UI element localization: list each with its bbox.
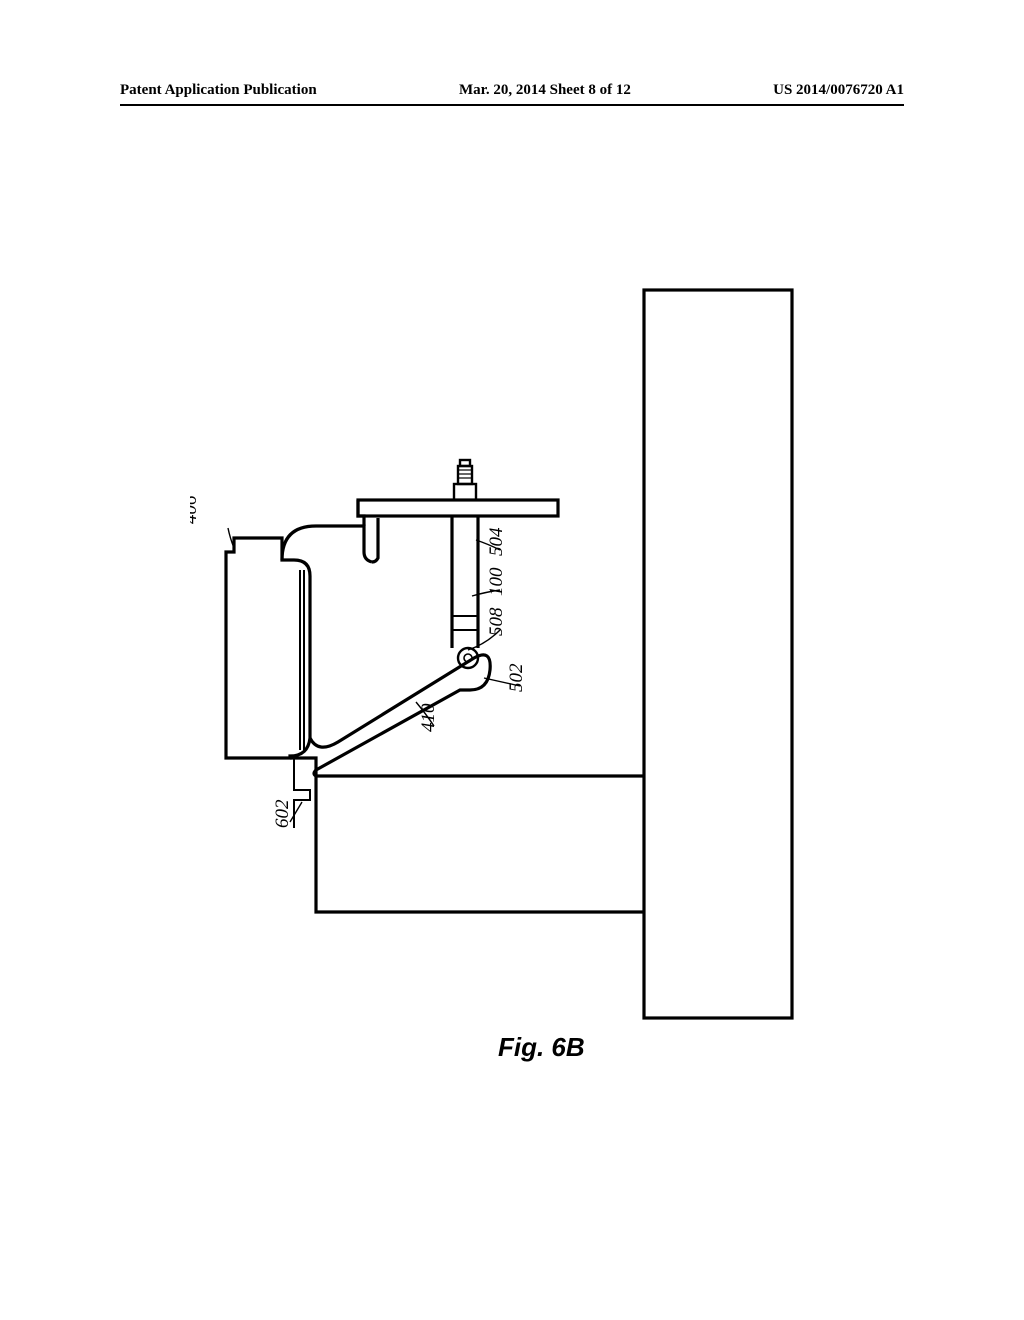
header-publication: Patent Application Publication xyxy=(120,82,317,99)
patent-page: Patent Application Publication Mar. 20, … xyxy=(0,0,1024,1320)
header-rule xyxy=(120,104,904,106)
ref-100: 100 xyxy=(486,567,507,596)
ref-508: 508 xyxy=(486,607,507,636)
figure-caption: Fig. 6B xyxy=(498,1032,585,1063)
header-date-sheet: Mar. 20, 2014 Sheet 8 of 12 xyxy=(459,82,631,99)
ref-602: 602 xyxy=(272,799,293,828)
ref-410: 410 xyxy=(418,703,439,732)
ref-504: 504 xyxy=(486,527,507,556)
ref-502: 502 xyxy=(506,663,527,692)
ref-406: 406 xyxy=(190,495,201,524)
figure-drawing: 406 504 100 508 502 410 602 xyxy=(190,260,800,1050)
page-header: Patent Application Publication Mar. 20, … xyxy=(120,82,904,99)
header-pub-number: US 2014/0076720 A1 xyxy=(773,82,904,99)
